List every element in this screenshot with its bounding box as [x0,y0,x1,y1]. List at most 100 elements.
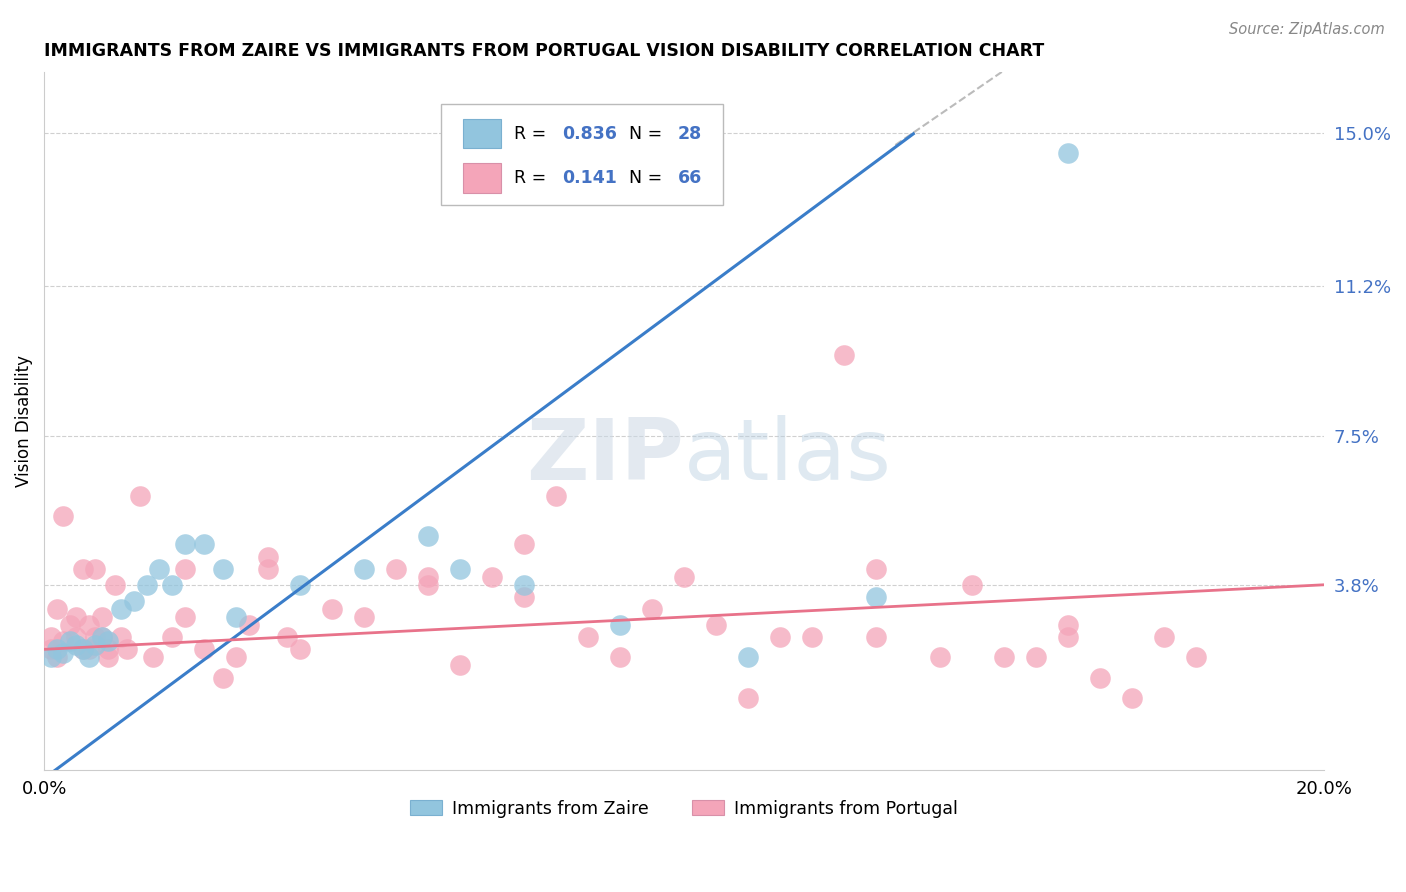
Point [513,537,536,551]
Text: ZIP: ZIP [526,415,685,498]
Point [110,630,132,644]
Point [1025,650,1047,665]
Point [353,561,375,575]
Point [257,549,280,564]
Point [174,561,197,575]
Point [84,638,107,652]
Point [288,642,311,657]
Point [353,610,375,624]
Point [90,630,112,644]
Text: N =: N = [628,125,668,143]
Point [135,578,157,592]
Bar [463,163,501,193]
Point [737,650,759,665]
Point [704,618,727,632]
Point [39,630,62,644]
Point [45,642,67,657]
Point [385,561,408,575]
Point [160,630,183,644]
Point [142,650,165,665]
Text: IMMIGRANTS FROM ZAIRE VS IMMIGRANTS FROM PORTUGAL VISION DISABILITY CORRELATION : IMMIGRANTS FROM ZAIRE VS IMMIGRANTS FROM… [44,42,1045,60]
Point [225,650,247,665]
Point [72,642,94,657]
Point [59,618,82,632]
Text: 0.141: 0.141 [562,169,617,187]
Point [77,618,100,632]
Point [1057,630,1080,644]
Point [174,537,197,551]
Point [321,602,343,616]
Text: R =: R = [513,125,551,143]
Point [90,630,112,644]
Point [52,646,75,660]
Point [97,642,120,657]
Point [39,642,62,657]
Point [65,630,87,644]
Point [609,618,631,632]
Point [59,634,82,648]
Point [513,590,536,604]
Point [1185,650,1208,665]
Point [416,529,439,543]
Point [65,638,87,652]
Point [238,618,260,632]
Point [117,642,139,657]
Point [276,630,298,644]
FancyBboxPatch shape [441,103,723,205]
Y-axis label: Vision Disability: Vision Disability [15,355,32,487]
Point [1088,671,1111,685]
Point [77,650,100,665]
Bar [463,119,501,148]
Point [97,634,120,648]
Point [1057,146,1080,161]
Point [193,537,215,551]
Point [865,561,887,575]
Point [673,570,696,584]
Point [122,594,145,608]
Point [257,561,280,575]
Point [801,630,824,644]
Point [1153,630,1175,644]
Point [52,509,75,524]
Point [103,578,125,592]
Point [960,578,983,592]
Point [865,590,887,604]
Point [212,671,235,685]
Point [546,489,568,503]
Text: 66: 66 [678,169,702,187]
Point [416,570,439,584]
Point [865,630,887,644]
Point [769,630,792,644]
Legend: Immigrants from Zaire, Immigrants from Portugal: Immigrants from Zaire, Immigrants from P… [404,793,965,824]
Point [212,561,235,575]
Text: R =: R = [513,169,557,187]
Point [72,561,94,575]
Point [77,642,100,657]
Point [90,610,112,624]
Point [929,650,952,665]
Point [97,650,120,665]
Point [225,610,247,624]
Point [193,642,215,657]
Point [84,630,107,644]
Point [129,489,152,503]
Point [449,561,471,575]
Point [39,650,62,665]
Point [1057,618,1080,632]
Text: Source: ZipAtlas.com: Source: ZipAtlas.com [1229,22,1385,37]
Point [84,561,107,575]
Point [416,578,439,592]
Point [160,578,183,592]
Point [110,602,132,616]
Point [576,630,599,644]
Point [481,570,503,584]
Text: N =: N = [628,169,668,187]
Point [148,561,170,575]
Point [52,634,75,648]
Point [737,690,759,705]
Point [449,658,471,673]
Point [1121,690,1143,705]
Point [65,610,87,624]
Point [513,578,536,592]
Point [609,650,631,665]
